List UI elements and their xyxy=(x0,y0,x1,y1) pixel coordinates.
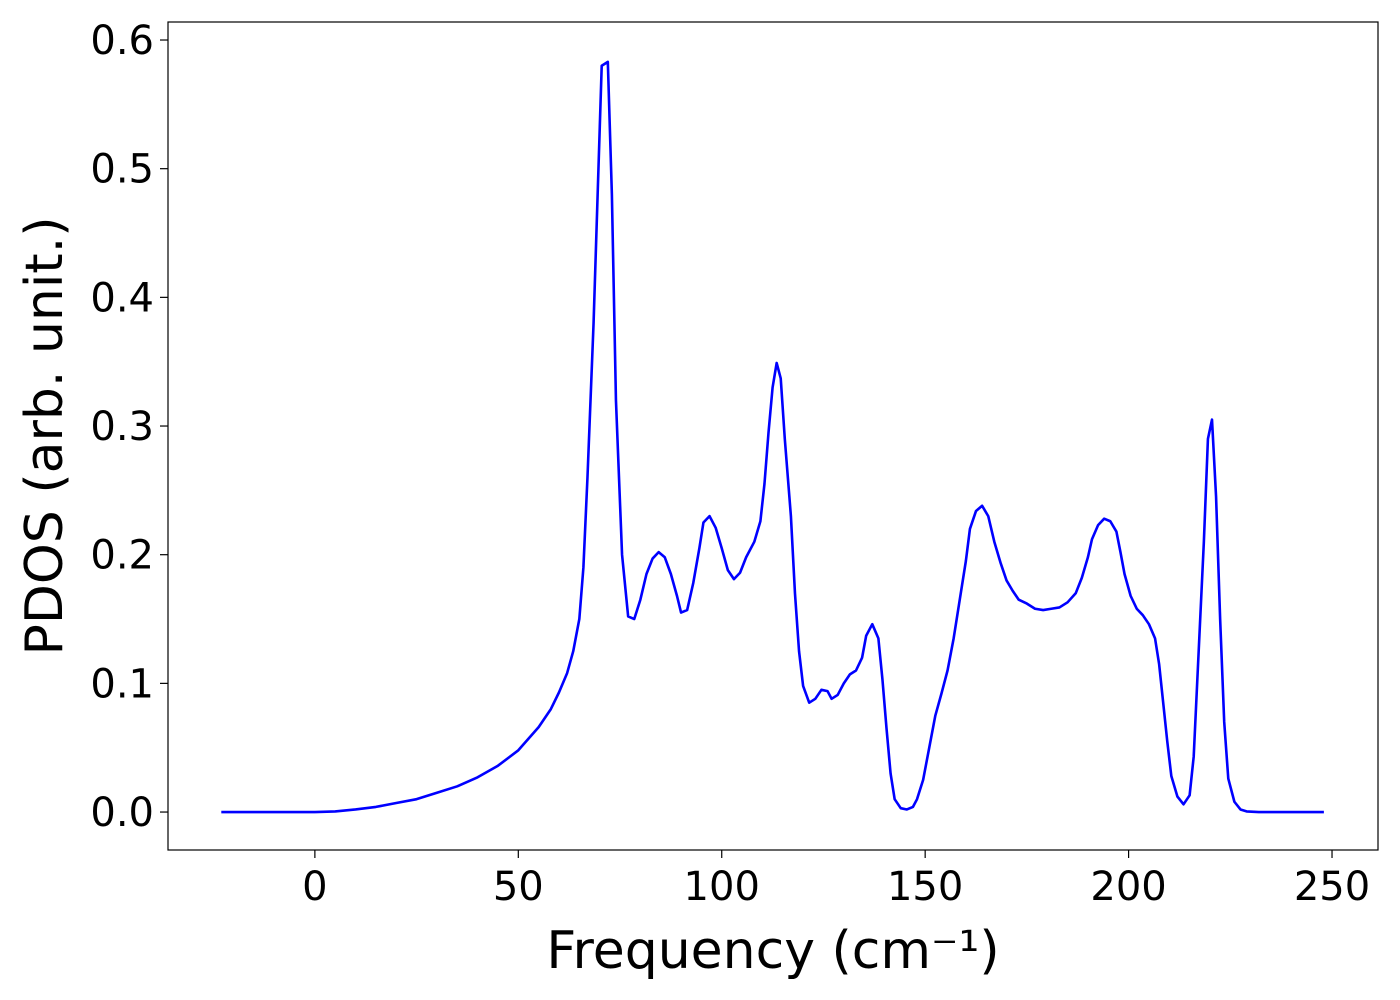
y-axis-label: PDOS (arb. unit.) xyxy=(15,216,75,655)
x-tick-label: 0 xyxy=(302,864,327,910)
y-tick-label: 0.1 xyxy=(90,661,154,707)
pdos-line xyxy=(221,60,1324,814)
x-tick-label: 250 xyxy=(1294,864,1370,910)
x-tick-label: 200 xyxy=(1090,864,1166,910)
x-tick-label: 100 xyxy=(684,864,760,910)
x-axis-label: Frequency (cm⁻¹) xyxy=(546,921,999,981)
plot-frame xyxy=(167,21,1379,851)
x-tick-label: 150 xyxy=(887,864,963,910)
y-tick-label: 0.0 xyxy=(90,790,154,836)
y-tick-label: 0.2 xyxy=(90,533,154,579)
y-tick-label: 0.4 xyxy=(90,275,154,321)
x-tick-label: 50 xyxy=(493,864,544,910)
y-tick-label: 0.3 xyxy=(90,404,154,450)
y-tick-label: 0.5 xyxy=(90,147,154,193)
y-tick-label: 0.6 xyxy=(90,18,154,64)
